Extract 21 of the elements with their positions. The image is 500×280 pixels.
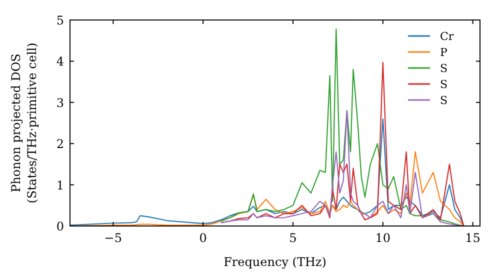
y-tick-label: 0 xyxy=(56,220,64,234)
line-series xyxy=(69,118,464,227)
y-tick-label: 2 xyxy=(56,137,64,152)
legend-label: S xyxy=(440,62,448,75)
x-tick-label: 10 xyxy=(375,231,391,245)
x-tick-label: 0 xyxy=(199,231,207,245)
legend-label: Cr xyxy=(440,30,454,43)
legend-label: S xyxy=(440,78,448,91)
legend-label: S xyxy=(440,94,448,107)
y-tick-label: 4 xyxy=(56,54,64,69)
line-series xyxy=(220,110,464,227)
y-tick-label: 5 xyxy=(56,14,64,28)
y-tick-label: 3 xyxy=(56,96,64,110)
x-tick-label: −5 xyxy=(104,231,122,245)
line-series xyxy=(220,28,464,227)
legend-label: P xyxy=(440,46,448,59)
x-axis-title: Frequency (THz) xyxy=(224,255,326,269)
y-axis-title: Phonon projected DOS (States/THz·primitive cell) xyxy=(9,42,39,204)
x-tick-label: 15 xyxy=(465,231,480,245)
y-tick-label: 1 xyxy=(56,178,64,192)
x-tick-label: 5 xyxy=(289,231,297,245)
